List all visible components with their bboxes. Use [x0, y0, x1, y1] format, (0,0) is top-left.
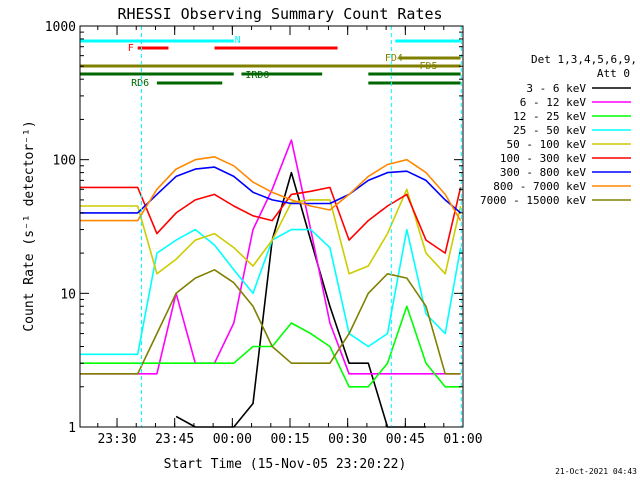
series-line: [80, 188, 462, 275]
legend-entry-label: 6 - 12 keV: [520, 96, 587, 109]
x-axis-label: Start Time (15-Nov-05 23:20:22): [164, 457, 407, 472]
legend-entry-label: 300 - 800 keV: [500, 166, 586, 179]
x-tick-label: 00:45: [386, 432, 425, 447]
chart-title: RHESSI Observing Summary Count Rates: [117, 5, 442, 23]
x-tick-label: 01:00: [443, 432, 482, 447]
legend-entry-label: 50 - 100 keV: [507, 138, 587, 151]
legend-entry-label: 12 - 25 keV: [513, 110, 586, 123]
series-line: [80, 186, 462, 254]
legend-entry-label: 25 - 50 keV: [513, 124, 586, 137]
flag-label: F: [128, 43, 134, 54]
x-axis: 23:30 23:45 00:00 00:15 00:30 00:45 01:00: [97, 26, 483, 447]
legend-entry-label: 800 - 7000 keV: [493, 180, 586, 193]
x-tick-label: 23:30: [97, 432, 136, 447]
flag-label: RD6: [131, 78, 149, 89]
plot-frame: [79, 25, 464, 428]
flag-label: N: [235, 35, 241, 46]
x-tick-label: 23:45: [155, 432, 194, 447]
series-line: [80, 156, 462, 222]
series-line: [80, 139, 461, 375]
y-tick-label: 10: [60, 287, 76, 302]
legend-entry-label: 3 - 6 keV: [526, 82, 586, 95]
x-tick-label: 00:00: [213, 432, 252, 447]
flag-label: IRD0: [245, 70, 269, 81]
legend-header-det: Det 1,3,4,5,6,9,: [531, 53, 637, 66]
y-tick-label: 1: [68, 421, 76, 436]
legend-entry-label: 7000 - 15000 keV: [480, 194, 586, 207]
legend-entry-label: 100 - 300 keV: [500, 152, 586, 165]
series-line: [175, 171, 426, 428]
series-line: [80, 228, 462, 356]
flag-label: FD4: [385, 53, 403, 64]
series-line: [80, 269, 461, 375]
plot-series: [80, 139, 462, 428]
x-tick-label: 00:15: [270, 432, 309, 447]
legend-header-att: Att 0: [597, 67, 630, 80]
series-line: [80, 166, 462, 214]
x-tick-label: 00:30: [328, 432, 367, 447]
flag-label: FD5: [419, 61, 437, 72]
flag-bars: N F FD4 FD5 IRD0 RD6: [80, 35, 461, 89]
y-axis-label: Count Rate (s⁻¹ detector⁻¹): [22, 120, 37, 331]
series-line: [80, 305, 461, 388]
timestamp: 21-Oct-2021 04:43: [555, 467, 637, 476]
y-tick-label: 1000: [45, 20, 76, 35]
y-tick-label: 100: [53, 154, 76, 169]
y-axis: 1 10 100 1000: [45, 20, 463, 436]
